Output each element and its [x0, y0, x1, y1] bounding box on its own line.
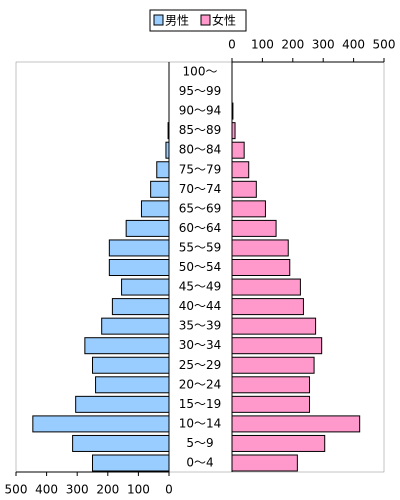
bar — [231, 317, 317, 335]
legend-box — [149, 9, 247, 32]
x-tick-label: 400 — [342, 38, 365, 52]
x-tick-label: 100 — [251, 38, 274, 52]
bar — [231, 376, 311, 394]
category-label: 75～79 — [179, 162, 222, 176]
legend-swatch — [153, 14, 164, 26]
legend-label: 男性 — [165, 14, 189, 28]
category-label: 85～89 — [179, 123, 222, 137]
category-label: 10～14 — [179, 416, 222, 430]
x-tick-label: 0 — [165, 483, 173, 497]
category-label: 70～74 — [179, 182, 222, 196]
bar — [121, 278, 170, 296]
bar — [231, 141, 245, 159]
bar — [72, 434, 170, 452]
bar — [140, 200, 170, 218]
bar — [75, 395, 170, 413]
bar — [231, 259, 291, 276]
bar — [231, 102, 234, 120]
bar — [150, 180, 170, 198]
bar — [95, 376, 170, 394]
category-label: 5～9 — [186, 436, 213, 450]
category-label: 80～84 — [179, 143, 222, 157]
bar — [108, 239, 170, 257]
bar — [231, 356, 315, 374]
x-tick-label: 0 — [228, 38, 236, 52]
x-tick-label: 500 — [373, 38, 396, 52]
bar — [111, 298, 170, 316]
x-tick-label: 200 — [96, 483, 119, 497]
plot-frame — [15, 61, 385, 473]
bar — [84, 337, 170, 355]
bar — [101, 317, 170, 335]
bar — [231, 161, 250, 179]
bar — [167, 122, 170, 140]
bar — [231, 434, 326, 452]
bar — [92, 454, 170, 472]
category-label: 90～94 — [179, 104, 222, 118]
bar — [231, 200, 266, 218]
bar — [231, 415, 361, 433]
category-label: 50～54 — [179, 260, 222, 274]
category-label: 30～34 — [179, 338, 222, 352]
bar — [231, 219, 277, 237]
category-label: 45～49 — [179, 280, 222, 294]
category-label: 0～4 — [186, 456, 213, 470]
category-label: 20～24 — [179, 377, 222, 391]
legend-swatch — [200, 14, 211, 26]
bar — [92, 356, 170, 374]
category-label: 55～59 — [179, 240, 222, 254]
x-tick-label: 500 — [5, 483, 28, 497]
bar — [231, 454, 298, 472]
bar — [125, 219, 170, 237]
bar — [108, 259, 170, 276]
bar — [156, 161, 170, 179]
bar — [231, 239, 289, 257]
bar — [165, 141, 170, 159]
category-label: 15～19 — [179, 397, 222, 411]
x-tick-label: 400 — [35, 483, 58, 497]
category-label: 40～44 — [179, 299, 222, 313]
legend-label: 女性 — [212, 13, 236, 28]
category-label: 25～29 — [179, 358, 222, 372]
category-label: 35～39 — [179, 319, 222, 333]
category-label: 60～64 — [179, 221, 222, 235]
bar — [231, 395, 311, 413]
x-tick-label: 100 — [127, 483, 150, 497]
bar — [231, 337, 323, 355]
category-label: 95～99 — [179, 84, 222, 98]
x-tick-label: 300 — [66, 483, 89, 497]
x-tick-label: 300 — [312, 38, 335, 52]
bar — [32, 415, 170, 433]
bar — [231, 122, 236, 140]
bar — [231, 180, 257, 198]
x-tick-label: 200 — [281, 38, 304, 52]
bar — [231, 278, 301, 296]
category-label: 100～ — [183, 65, 218, 79]
category-label: 65～69 — [179, 201, 222, 215]
bar — [231, 298, 304, 316]
